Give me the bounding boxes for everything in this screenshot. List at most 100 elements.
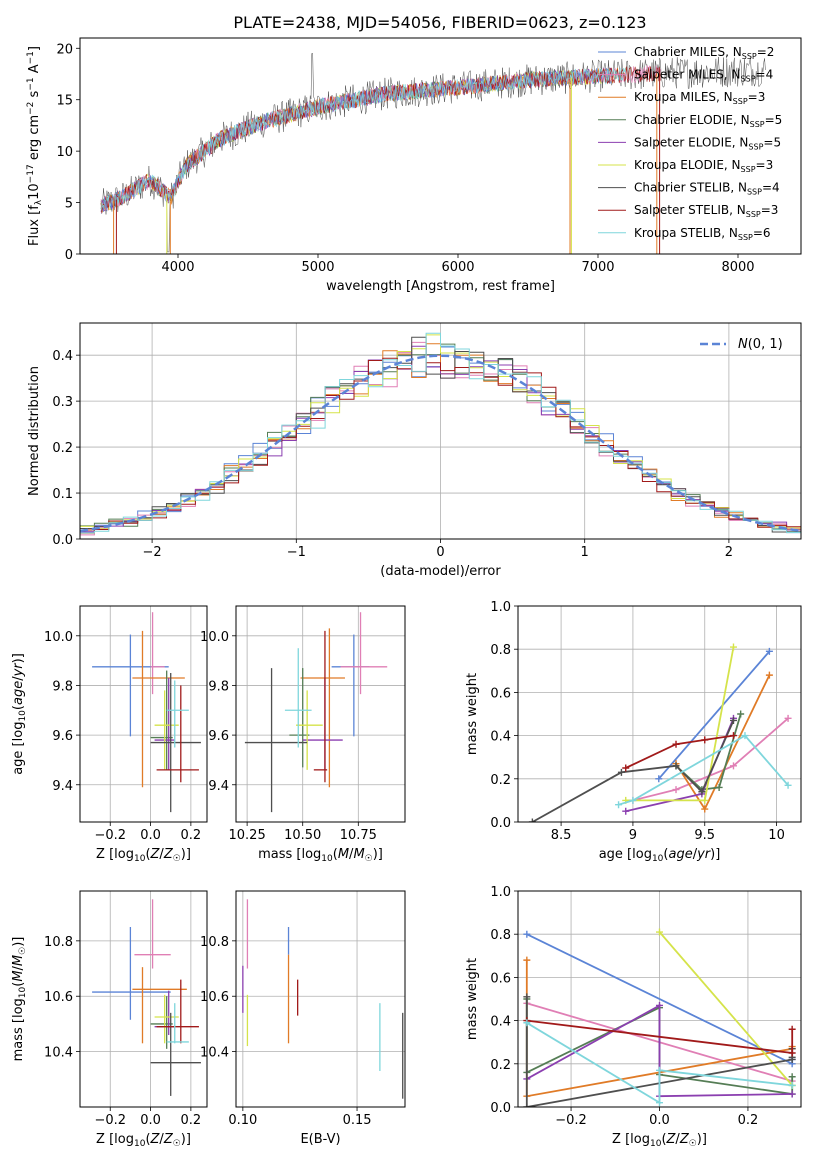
x-tick-label: 4000 bbox=[161, 260, 194, 275]
legend-entry: Chabrier STELIB, NSSP=4 bbox=[634, 181, 780, 197]
series-marker bbox=[523, 930, 531, 938]
label-part: Z bbox=[163, 1132, 174, 1147]
y-tick-label: 0.0 bbox=[490, 1101, 511, 1116]
x-tick-label: 0.15 bbox=[343, 1113, 372, 1128]
label-part: ( bbox=[145, 847, 150, 862]
x-axis-label: Z [log10(Z/Z☉)] bbox=[96, 1132, 191, 1149]
legend-entry: Kroupa MILES, NSSP=3 bbox=[634, 90, 765, 106]
residuals-plot-area bbox=[80, 332, 801, 536]
x-tick-label: 0.0 bbox=[649, 1113, 670, 1128]
label-part: )] bbox=[11, 937, 26, 947]
label-part: =2 bbox=[757, 45, 775, 59]
label-part: ( bbox=[661, 1132, 666, 1147]
label-part: Z [log bbox=[612, 1132, 650, 1147]
mass_weight_vs_age-plot-area bbox=[528, 643, 792, 822]
x-axis-label: wavelength [Angstrom, rest frame] bbox=[326, 279, 555, 294]
label-part: 10 bbox=[652, 854, 664, 864]
y-tick-label: 0.2 bbox=[490, 1058, 511, 1073]
series-marker bbox=[788, 1081, 796, 1089]
label-part: A bbox=[27, 64, 42, 77]
age_vs_mass-plot-area bbox=[244, 612, 388, 813]
x-tick-label: 10.75 bbox=[340, 828, 377, 843]
label-part: −1 bbox=[26, 51, 36, 64]
legend-entry: Kroupa ELODIE, NSSP=3 bbox=[634, 158, 773, 174]
age_vs_Z-plot-area bbox=[92, 612, 201, 813]
label-part: ( bbox=[333, 847, 338, 862]
residuals-legend: N(0, 1) bbox=[700, 337, 783, 352]
age_vs_mass-axes: 10.25 10.50 10.75 9.4 9.6 9.8 10.0 mass [log10(… bbox=[200, 605, 406, 864]
label-part: ( bbox=[663, 847, 668, 862]
x-tick-label: 9.5 bbox=[694, 828, 715, 843]
series-marker bbox=[765, 647, 773, 655]
label-part: ☉ bbox=[365, 854, 373, 864]
series-marker bbox=[701, 805, 709, 813]
y-tick-label: 9.8 bbox=[52, 679, 73, 694]
label-part: Salpeter STELIB, N bbox=[634, 203, 746, 217]
x-tick-label: −1 bbox=[287, 545, 306, 560]
label-part: 10 bbox=[134, 854, 146, 864]
series-marker bbox=[729, 732, 737, 740]
label-part: ☉ bbox=[173, 854, 181, 864]
series-marker bbox=[784, 714, 792, 722]
label-part: ( bbox=[11, 982, 26, 987]
series-marker bbox=[729, 643, 737, 651]
y-tick-label: 15 bbox=[56, 94, 73, 109]
label-part: =5 bbox=[765, 113, 783, 127]
series-marker bbox=[523, 1103, 531, 1107]
label-part: SSP bbox=[750, 120, 765, 129]
mass_vs_Z-plot-area bbox=[92, 899, 201, 1096]
label-part: 10 bbox=[18, 710, 28, 722]
label-part: SSP bbox=[741, 165, 756, 174]
series-marker bbox=[788, 1049, 796, 1057]
y-tick-label: 9.4 bbox=[208, 779, 229, 794]
x-tick-label: 10.25 bbox=[229, 828, 266, 843]
series-line-kroupa-elodie bbox=[658, 931, 793, 1086]
y-tick-label: 0.4 bbox=[490, 730, 511, 745]
label-part: 10 bbox=[27, 183, 42, 200]
label-part: =5 bbox=[763, 135, 781, 149]
label-part: −17 bbox=[26, 164, 36, 183]
x-tick-label: 0.2 bbox=[738, 1113, 759, 1128]
label-part: M bbox=[11, 970, 26, 981]
series-marker bbox=[701, 736, 709, 744]
series-marker bbox=[698, 788, 706, 796]
label-part: / bbox=[693, 847, 698, 862]
axes-frame bbox=[517, 605, 802, 823]
series-marker bbox=[523, 993, 531, 1001]
series-marker bbox=[729, 762, 737, 770]
label-part: SSP bbox=[741, 75, 756, 84]
label-part: 10 bbox=[321, 854, 333, 864]
spectrum-line-kroupa-stelib bbox=[100, 67, 627, 211]
axes-frame bbox=[79, 605, 208, 823]
mass_weight_vs_Z-axes: −0.2 0.0 0.20.00.20.40.60.81.0Z [log10(Z/Z… bbox=[465, 885, 802, 1149]
label-part: )] bbox=[11, 653, 26, 663]
label-part: Z bbox=[150, 847, 161, 862]
series-marker bbox=[737, 710, 745, 718]
label-part: / bbox=[159, 1132, 164, 1147]
label-part: ☉ bbox=[18, 947, 28, 955]
y-tick-label: 0.0 bbox=[490, 816, 511, 831]
label-part: / bbox=[349, 847, 354, 862]
series-marker bbox=[715, 783, 723, 791]
label-part: )] bbox=[181, 1132, 191, 1147]
label-part: SSP bbox=[733, 97, 748, 106]
label-part: SSP bbox=[746, 210, 761, 219]
label-part: age [log bbox=[11, 722, 26, 775]
spectrum-line-chabrier-elodie bbox=[100, 68, 612, 210]
y-tick-label: 10.6 bbox=[200, 990, 229, 1005]
label-part: Z [log bbox=[96, 847, 134, 862]
x-tick-label: 0.2 bbox=[181, 1113, 202, 1128]
y-axis-label: mass weight bbox=[465, 673, 480, 755]
label-part: mass [log bbox=[11, 998, 26, 1061]
label-part: Z bbox=[150, 1132, 161, 1147]
series-marker bbox=[788, 1090, 796, 1098]
label-part: )] bbox=[710, 847, 720, 862]
series-line-chabrier-miles bbox=[658, 650, 771, 780]
x-tick-label: 0.0 bbox=[140, 828, 161, 843]
label-part: / bbox=[675, 1132, 680, 1147]
x-tick-label: −2 bbox=[143, 545, 162, 560]
label-part: age [log bbox=[599, 847, 652, 862]
legend-entry: Chabrier ELODIE, NSSP=5 bbox=[634, 113, 782, 129]
label-part: Kroupa ELODIE, N bbox=[634, 158, 741, 172]
